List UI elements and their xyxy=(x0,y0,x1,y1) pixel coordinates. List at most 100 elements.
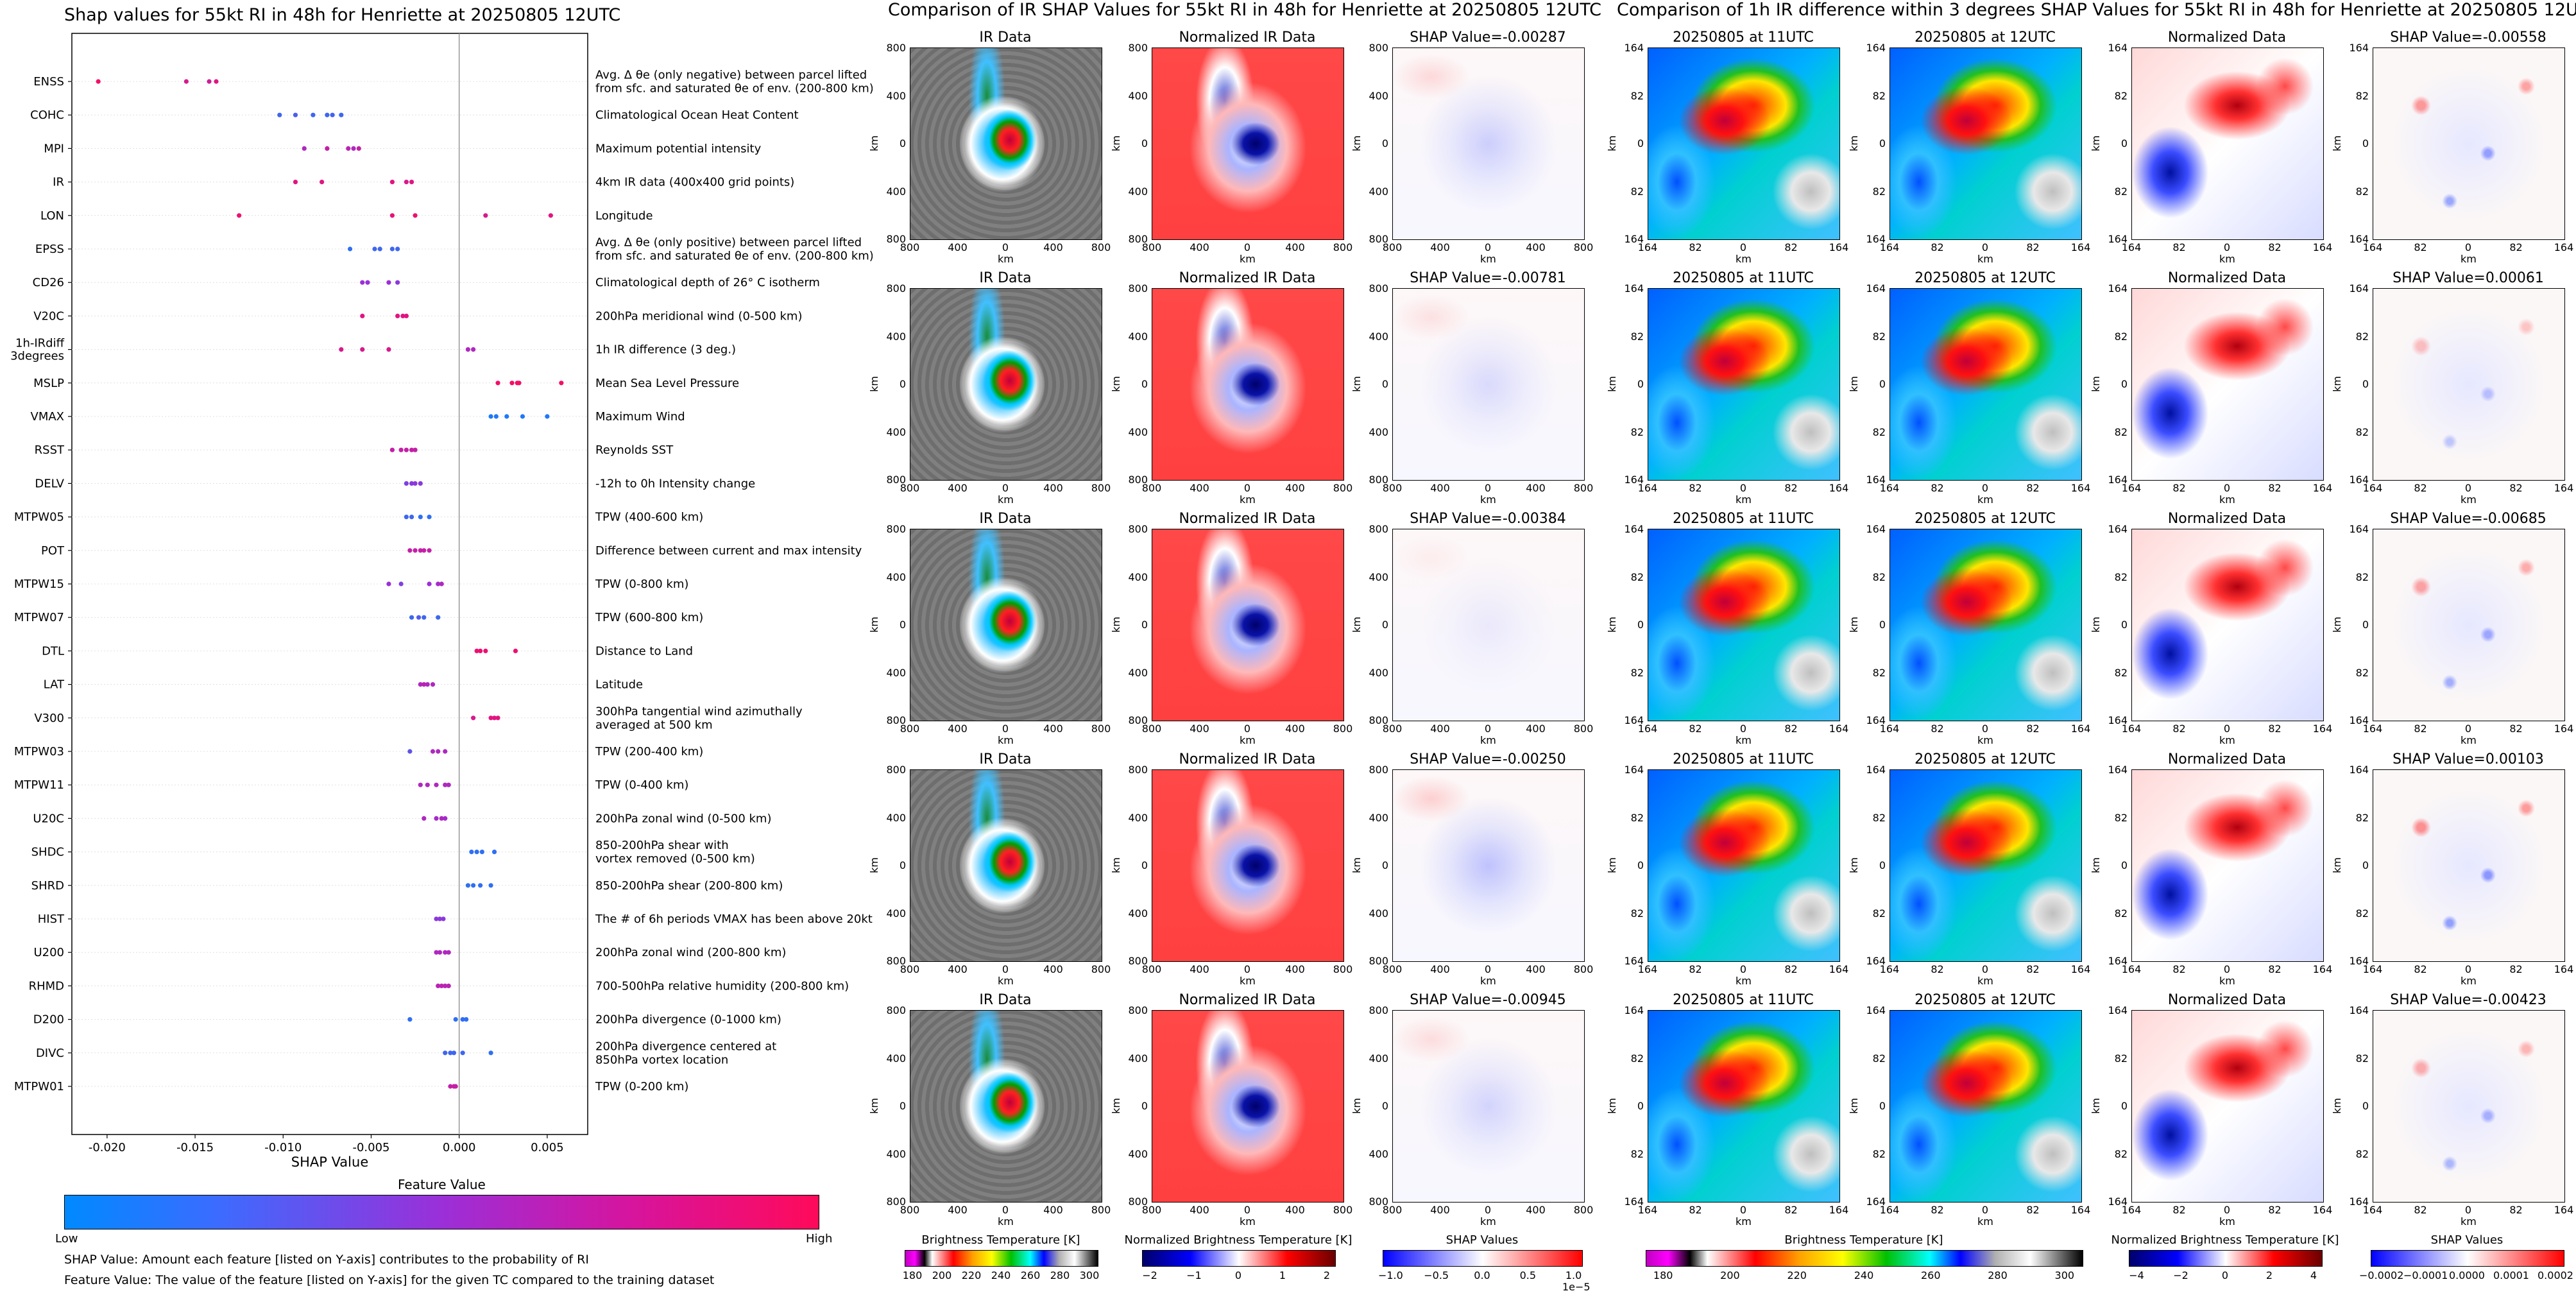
xtick-label: 400 xyxy=(1430,723,1450,735)
shap-point xyxy=(386,280,391,285)
shap-point xyxy=(365,280,370,285)
y-axis-label: km xyxy=(2330,1098,2343,1114)
shap-point xyxy=(545,414,550,419)
ytick-label: 0 xyxy=(1141,137,1148,150)
shap-point xyxy=(386,347,391,352)
xtick-label: 400 xyxy=(948,482,968,494)
ytick-label: 164 xyxy=(2349,474,2369,486)
panel-title: Normalized Data xyxy=(2167,30,2287,46)
feature-description-label: from sfc. and saturated θe of env. (200-… xyxy=(595,250,873,263)
xtick-label: -0.015 xyxy=(176,1141,214,1154)
feature-description-label: TPW (0-800 km) xyxy=(595,578,688,591)
xtick-label: 400 xyxy=(1430,482,1450,494)
ytick-label: 400 xyxy=(1369,666,1388,679)
shap-point xyxy=(559,381,564,386)
ytick-label: 164 xyxy=(1624,955,1644,967)
shap-point xyxy=(436,749,441,754)
xtick-label: 800 xyxy=(1091,482,1111,494)
shap-point xyxy=(277,112,282,117)
xtick-label: 800 xyxy=(1573,482,1594,494)
colorbar-label: Brightness Temperature [K] xyxy=(921,1233,1080,1247)
panel-title: 20250805 at 11UTC xyxy=(1673,511,1814,527)
xtick-label: 400 xyxy=(1526,482,1546,494)
colorbar-tick: 4 xyxy=(2310,1269,2317,1281)
x-axis-label: km xyxy=(2461,734,2477,746)
ytick-label: 0 xyxy=(1879,619,1886,631)
xtick-label: 800 xyxy=(1382,241,1403,253)
xtick-label: 0 xyxy=(2223,1204,2231,1216)
colorbar-high-label: High xyxy=(806,1232,833,1246)
panel-title: 20250805 at 11UTC xyxy=(1673,30,1814,46)
xtick-label: 400 xyxy=(1285,241,1305,253)
xtick-label: 164 xyxy=(2312,482,2333,494)
image-panel xyxy=(1152,769,1344,962)
ytick-label: 164 xyxy=(1624,523,1644,535)
ytick-label: 164 xyxy=(1866,714,1886,726)
feature-name-label: POT xyxy=(41,544,65,558)
ytick-label: 800 xyxy=(1128,42,1148,54)
xtick-label: 0 xyxy=(1002,963,1009,975)
ytick-label: 0 xyxy=(1637,1100,1644,1112)
ytick-label: 400 xyxy=(1128,570,1148,583)
x-axis-label: km xyxy=(1240,493,1256,506)
ytick-label: 82 xyxy=(1630,666,1644,679)
y-axis-label: km xyxy=(1847,857,1860,873)
xtick-label: 164 xyxy=(2070,1204,2091,1216)
shap-point xyxy=(404,515,409,520)
panel-title: Normalized Data xyxy=(2167,992,2287,1008)
y-axis-label: km xyxy=(1109,135,1122,151)
panel-title: Normalized IR Data xyxy=(1179,270,1316,286)
shap-point xyxy=(548,213,553,218)
xtick-label: 164 xyxy=(2554,241,2574,253)
ytick-label: 0 xyxy=(1879,137,1886,150)
ytick-label: 400 xyxy=(1128,907,1148,920)
xtick-label: 400 xyxy=(1190,241,1209,253)
ytick-label: 800 xyxy=(1369,474,1388,486)
ytick-label: 400 xyxy=(1369,907,1388,920)
image-panel xyxy=(1889,288,2082,481)
y-axis-label: km xyxy=(2089,1098,2102,1114)
xtick-label: 800 xyxy=(1091,963,1111,975)
xtick-label: 400 xyxy=(1285,1204,1305,1216)
ytick-label: 0 xyxy=(899,859,906,871)
ytick-label: 164 xyxy=(1866,233,1886,245)
shap-summary-title: Shap values for 55kt RI in 48h for Henri… xyxy=(64,5,621,25)
shap-point xyxy=(464,1017,469,1022)
feature-name-label: MPI xyxy=(44,142,64,155)
ytick-label: 0 xyxy=(2362,378,2369,390)
ytick-label: 400 xyxy=(1128,1147,1148,1160)
x-axis-label: km xyxy=(2461,1215,2477,1228)
feature-description-label: 300hPa tangential wind azimuthally xyxy=(595,705,803,718)
ytick-label: 800 xyxy=(1128,233,1148,245)
ytick-label: 0 xyxy=(1879,1100,1886,1112)
colorbar-tick: −2 xyxy=(1142,1269,1157,1281)
shap-point xyxy=(325,146,330,151)
ytick-label: 0 xyxy=(2120,859,2128,871)
xtick-label: 164 xyxy=(2362,1204,2383,1216)
ytick-label: 82 xyxy=(2355,425,2369,438)
xtick-label: 400 xyxy=(1285,482,1305,494)
x-axis-label: km xyxy=(1977,734,1993,746)
xtick-label: 0 xyxy=(1243,482,1251,494)
shap-point xyxy=(425,682,430,687)
panel-title: Normalized IR Data xyxy=(1179,992,1316,1008)
image-panel xyxy=(1889,47,2082,240)
ytick-label: 164 xyxy=(1866,764,1886,776)
shap-point xyxy=(493,414,499,419)
ytick-label: 0 xyxy=(2362,859,2369,871)
feature-name-label: V300 xyxy=(34,712,64,725)
xtick-label: 82 xyxy=(2172,963,2186,975)
ytick-label: 164 xyxy=(2108,714,2128,726)
image-panel xyxy=(2131,288,2324,481)
x-axis-label: km xyxy=(1977,1215,1993,1228)
image-panel xyxy=(1648,529,1840,721)
colorbar xyxy=(1646,1250,2083,1267)
xtick-label: 800 xyxy=(1333,723,1353,735)
ytick-label: 164 xyxy=(2349,1004,2369,1016)
shap-point xyxy=(491,850,497,855)
ytick-label: 400 xyxy=(886,666,906,679)
ytick-label: 400 xyxy=(886,185,906,198)
ytick-label: 400 xyxy=(886,1147,906,1160)
ytick-label: 164 xyxy=(1624,1004,1644,1016)
ytick-label: 0 xyxy=(2120,137,2128,150)
